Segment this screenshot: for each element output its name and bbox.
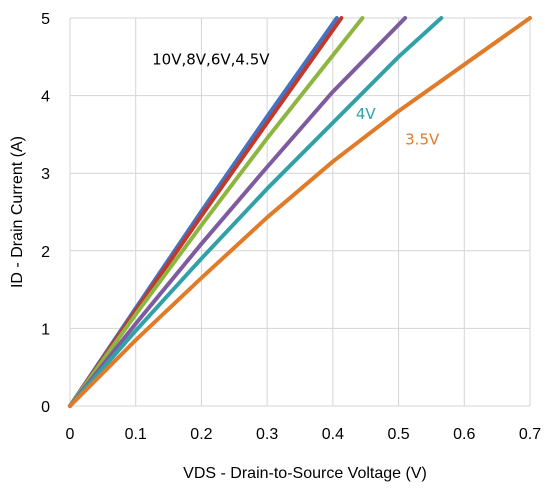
annotation-label: 10V,8V,6V,4.5V xyxy=(152,51,270,69)
x-tick-label: 0 xyxy=(66,426,75,443)
series-line-4 xyxy=(68,16,408,408)
x-tick-label: 0.7 xyxy=(519,426,541,443)
x-tick-label: 0.5 xyxy=(387,426,409,443)
y-tick-label: 5 xyxy=(41,11,50,28)
x-tick-labels: 0 0.1 0.2 0.3 0.4 0.5 0.6 0.7 xyxy=(66,426,542,443)
x-tick-label: 0.4 xyxy=(322,426,344,443)
x-tick-label: 0.1 xyxy=(125,426,147,443)
x-tick-label: 0.2 xyxy=(190,426,212,443)
y-tick-label: 3 xyxy=(41,166,50,183)
x-axis-label: VDS - Drain-to-Source Voltage (V) xyxy=(183,465,427,482)
series-line-3 xyxy=(68,16,365,408)
y-tick-label: 4 xyxy=(41,89,50,106)
annotation-label: 3.5V xyxy=(405,130,440,148)
y-tick-label: 0 xyxy=(41,399,50,416)
series-line-6 xyxy=(68,16,532,408)
x-tick-label: 0.6 xyxy=(453,426,475,443)
x-tick-label: 0.3 xyxy=(256,426,278,443)
y-tick-label: 2 xyxy=(41,244,50,261)
y-axis-label: ID - Drain Current (A) xyxy=(9,136,26,288)
series-line-5 xyxy=(68,16,444,408)
annotation-label: 4V xyxy=(356,105,377,123)
annotations: 10V,8V,6V,4.5V 4V 3.5V xyxy=(152,51,440,149)
series-lines xyxy=(68,16,532,408)
y-tick-label: 1 xyxy=(41,321,50,338)
y-tick-labels: 0 1 2 3 4 5 xyxy=(41,11,50,416)
